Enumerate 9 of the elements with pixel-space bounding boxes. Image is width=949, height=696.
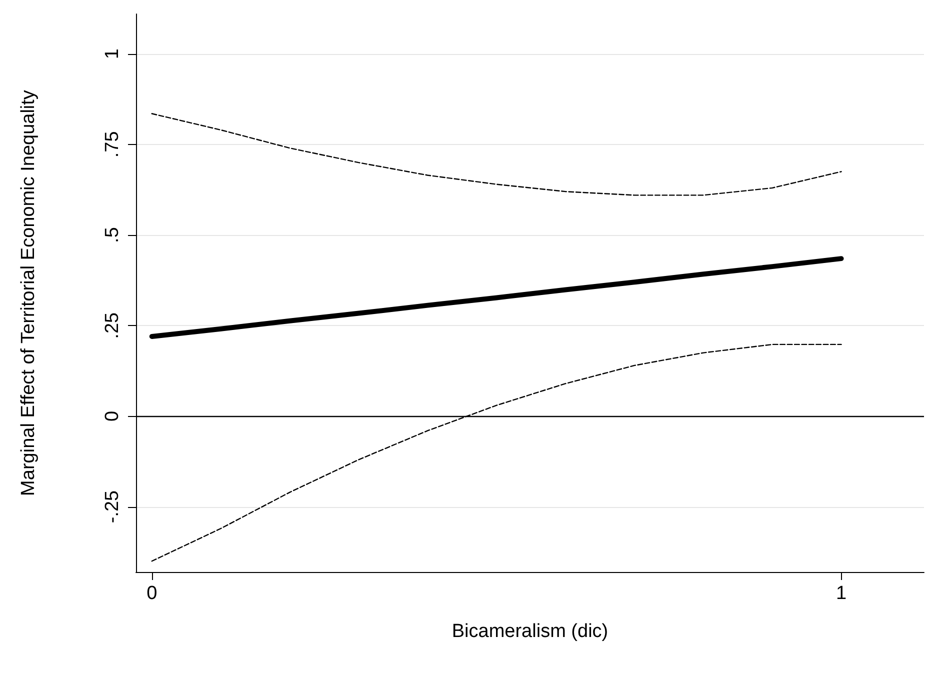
y-tick-label: .25: [102, 312, 123, 339]
y-tick-label: 1: [102, 48, 123, 60]
y-axis-title: Marginal Effect of Territorial Economic Inequality: [18, 90, 39, 496]
x-axis-title: Bicameralism (dic): [452, 621, 608, 642]
y-tick-label: .75: [102, 131, 123, 158]
line-series: [151, 113, 842, 196]
y-tick-label: .5: [102, 227, 123, 243]
y-tick-label: -.25: [102, 490, 123, 524]
y-tick-label: 0: [102, 410, 123, 422]
